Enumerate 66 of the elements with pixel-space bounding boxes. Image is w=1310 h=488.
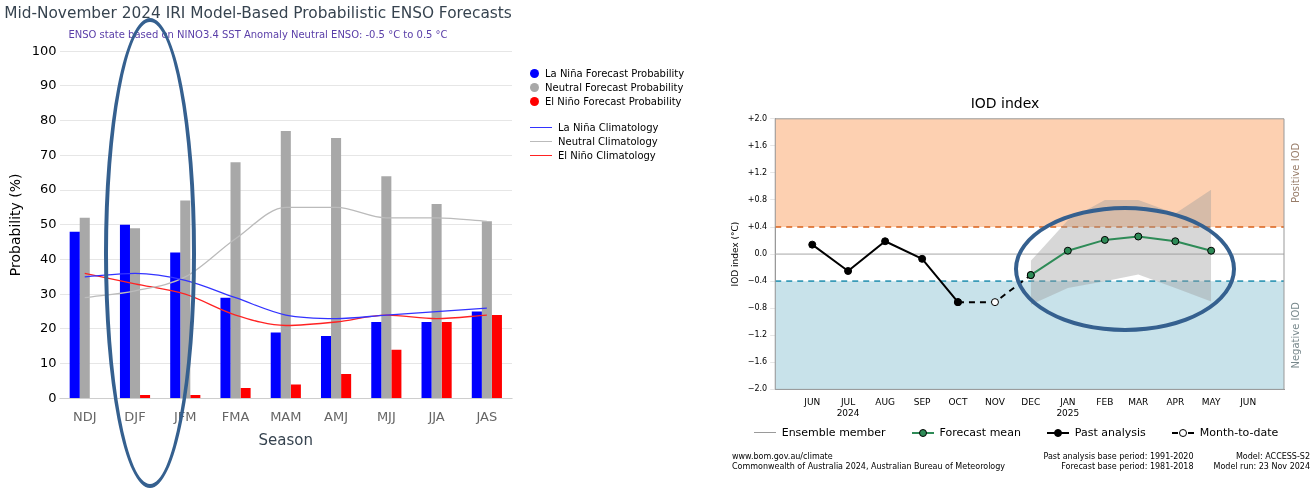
x-tick-label: FEB — [1096, 397, 1114, 408]
y-tick-label: −0.4 — [747, 276, 768, 286]
y-axis-title: IOD index (°C) — [729, 221, 740, 287]
y-tick-label: +1.6 — [747, 140, 768, 150]
y-tick-label: 20 — [40, 320, 57, 336]
x-tick-label: MAY — [1201, 397, 1221, 408]
legend-label: La Niña Forecast Probability — [545, 68, 685, 79]
y-tick-label: 0 — [48, 389, 57, 405]
y-tick-label: 60 — [40, 181, 57, 197]
legend-label: Ensemble member — [781, 426, 886, 439]
band-label: Positive IOD — [1289, 142, 1301, 204]
text: Commonwealth of Australia 2024, Australian Bureau of Meteorology — [732, 462, 1007, 472]
x-tick-label: SEP — [913, 397, 932, 408]
legend-label: Forecast mean — [939, 426, 1021, 439]
y-tick-label: 30 — [40, 285, 57, 301]
y-tick-label: −2.0 — [747, 384, 768, 394]
x-tick-label: JUN — [1239, 397, 1257, 408]
y-axis-title: Probability (%) — [7, 173, 24, 277]
x-tick-label: APR — [1166, 397, 1185, 408]
y-tick-label: +0.8 — [747, 195, 768, 205]
legend-label: Month-to-date — [1199, 426, 1279, 439]
chart-title: IOD index — [970, 95, 1040, 112]
legend-label: Neutral Climatology — [558, 136, 658, 147]
x-tick-label: JAS — [475, 408, 498, 424]
y-tick-label: 50 — [40, 216, 57, 232]
x-tick-label: DEC — [1021, 397, 1041, 408]
y-tick-label: 70 — [40, 146, 57, 162]
x-tick-label: MAR — [1128, 397, 1149, 408]
band-label: Negative IOD — [1289, 301, 1301, 369]
y-tick-label: +1.2 — [747, 168, 768, 177]
x-axis-title: Season — [258, 430, 314, 449]
y-tick-label: −1.2 — [747, 330, 768, 340]
legend-label: La Niña Climatology — [558, 122, 659, 133]
legend-label: El Niño Forecast Probability — [545, 96, 682, 107]
legend-label: Neutral Forecast Probability — [545, 82, 684, 93]
x-tick-label: NDJ — [72, 408, 97, 424]
chart-title: Mid-November 2024 IRI Model-Based Probabilistic ENSO Forecasts — [4, 2, 512, 22]
y-tick-label: 0.0 — [754, 249, 768, 259]
text: www.bom.gov.au/climate — [732, 452, 834, 462]
legend-label: Past analysis — [1074, 426, 1146, 439]
text: Forecast base period: 1981-2018 — [1060, 462, 1194, 472]
y-tick-label: −1.6 — [747, 357, 768, 367]
y-tick-label: 90 — [40, 77, 57, 93]
text: Model: ACCESS-S2 — [1234, 452, 1310, 462]
x-tick-label: JJA — [427, 408, 445, 424]
y-tick-label: +2.0 — [747, 113, 768, 123]
x-tick-label: AMJ — [324, 408, 349, 424]
x-tick-label: JAN 2025 — [1056, 397, 1080, 418]
text: Past analysis base period: 1991-2020 — [1043, 452, 1194, 462]
x-tick-label: MJJ — [376, 408, 396, 424]
x-tick-label: JUL 2024 — [836, 397, 860, 418]
text: Model run: 23 Nov 2024 — [1213, 462, 1310, 472]
y-tick-label: 10 — [40, 355, 57, 371]
x-tick-label: FMA — [221, 408, 250, 424]
x-tick-label: JUN — [803, 397, 821, 408]
x-tick-label: MAM — [270, 408, 302, 424]
x-tick-label: NOV — [985, 397, 1006, 408]
y-tick-label: 80 — [40, 112, 57, 128]
y-tick-label: −0.8 — [747, 303, 768, 313]
x-tick-label: AUG — [875, 397, 895, 408]
y-tick-label: 40 — [40, 250, 57, 266]
x-tick-label: DJF — [124, 408, 146, 424]
y-tick-label: 100 — [31, 42, 57, 58]
x-tick-label: OCT — [948, 397, 968, 408]
y-tick-label: +0.4 — [747, 222, 768, 232]
legend-label: El Niño Climatology — [558, 150, 656, 161]
